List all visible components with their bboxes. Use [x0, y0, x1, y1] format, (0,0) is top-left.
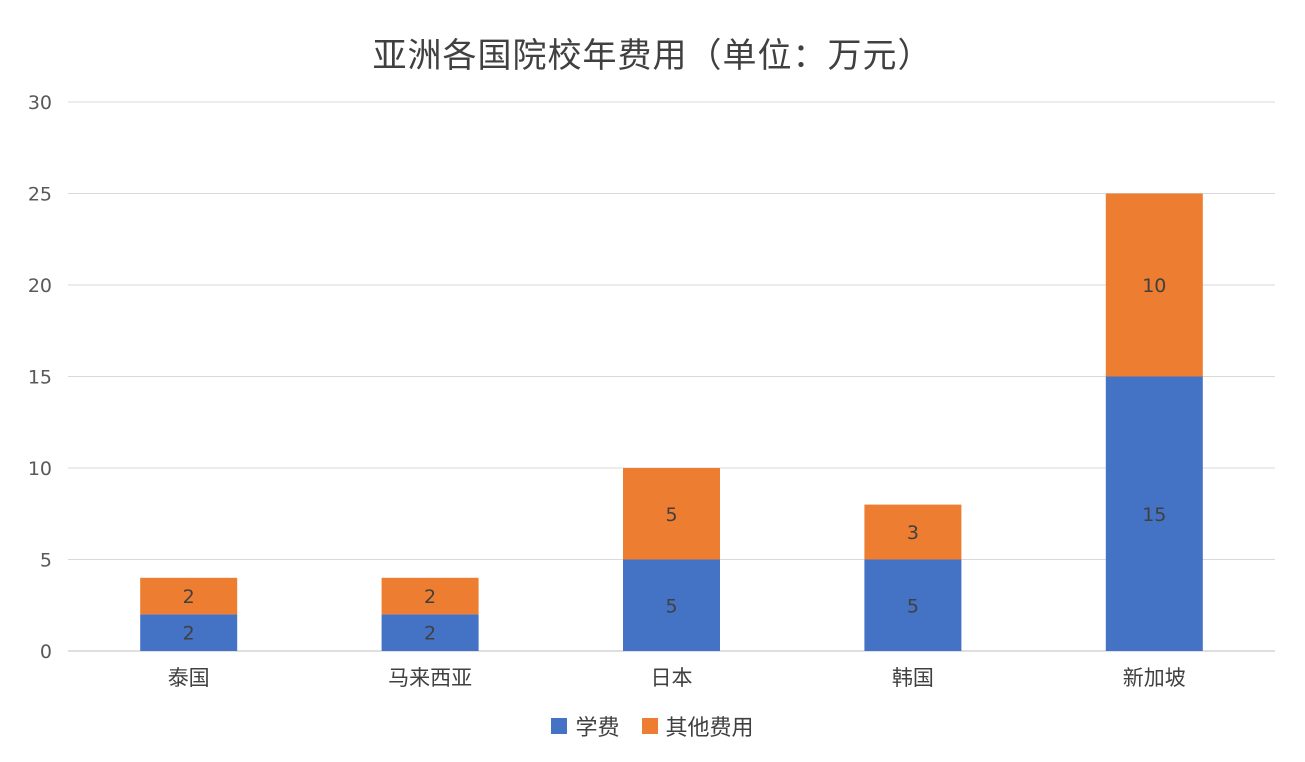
x-tick-label: 韩国 [892, 666, 934, 690]
chart-title: 亚洲各国院校年费用（单位：万元） [372, 36, 933, 76]
legend: 学费 其他费用 [0, 710, 1305, 742]
bar-other-fees [623, 468, 720, 560]
data-label: 5 [907, 595, 919, 617]
data-label: 2 [183, 623, 195, 645]
data-label: 2 [424, 586, 436, 608]
legend-item-tuition: 学费 [551, 710, 620, 742]
legend-swatch-other-fees [641, 718, 658, 734]
y-tick-label: 20 [28, 275, 52, 297]
bar-tuition [381, 614, 479, 651]
y-tick-label: 10 [28, 458, 52, 480]
data-label: 10 [1142, 275, 1166, 297]
x-tick-label: 泰国 [168, 666, 210, 690]
data-label: 5 [665, 504, 677, 526]
bar-tuition [864, 559, 962, 651]
x-tick-label: 马来西亚 [388, 666, 472, 690]
x-tick-label: 新加坡 [1123, 666, 1186, 690]
y-tick-label: 25 [28, 184, 52, 206]
bar-other-fees [864, 504, 962, 560]
x-tick-label: 日本 [651, 666, 693, 690]
data-label: 5 [665, 595, 677, 617]
y-tick-label: 30 [28, 92, 52, 114]
legend-swatch-tuition [551, 718, 568, 734]
data-label: 3 [907, 522, 919, 544]
bar-other-fees [1105, 193, 1203, 377]
data-label: 2 [424, 623, 436, 645]
bar-other-fees [140, 577, 238, 615]
y-tick-label: 5 [40, 550, 52, 572]
bar-tuition [623, 559, 720, 651]
bar-other-fees [381, 577, 479, 615]
legend-item-other-fees: 其他费用 [641, 710, 754, 742]
legend-label-tuition: 学费 [575, 716, 620, 741]
bar-tuition [140, 614, 238, 651]
bar-tuition [1105, 376, 1203, 651]
data-label: 15 [1142, 504, 1166, 526]
legend-label-other-fees: 其他费用 [665, 716, 754, 741]
y-tick-label: 0 [40, 641, 52, 663]
data-label: 2 [183, 586, 195, 608]
y-tick-label: 15 [28, 367, 52, 389]
